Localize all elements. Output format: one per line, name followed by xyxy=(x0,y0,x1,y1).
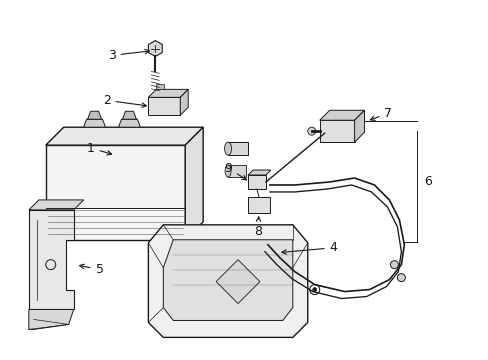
Polygon shape xyxy=(87,111,102,119)
Ellipse shape xyxy=(224,165,230,177)
Text: 4: 4 xyxy=(281,241,337,254)
Polygon shape xyxy=(29,310,74,329)
Polygon shape xyxy=(227,142,247,155)
Circle shape xyxy=(295,283,299,287)
Circle shape xyxy=(312,288,316,292)
Text: 3: 3 xyxy=(107,49,149,62)
Polygon shape xyxy=(247,197,269,213)
Circle shape xyxy=(397,274,405,282)
Polygon shape xyxy=(156,84,164,89)
Circle shape xyxy=(282,273,286,276)
Ellipse shape xyxy=(224,142,231,155)
Polygon shape xyxy=(122,111,136,119)
Polygon shape xyxy=(247,175,265,189)
Text: 7: 7 xyxy=(369,107,392,121)
Polygon shape xyxy=(185,127,203,240)
Polygon shape xyxy=(29,210,74,310)
Polygon shape xyxy=(118,119,140,127)
Polygon shape xyxy=(227,165,245,177)
Polygon shape xyxy=(83,119,105,127)
Text: 6: 6 xyxy=(424,175,431,189)
Polygon shape xyxy=(354,110,364,142)
Polygon shape xyxy=(247,170,270,175)
Text: 5: 5 xyxy=(80,263,103,276)
Circle shape xyxy=(307,127,315,135)
Polygon shape xyxy=(148,225,307,337)
Polygon shape xyxy=(319,110,364,120)
Polygon shape xyxy=(148,89,188,97)
Polygon shape xyxy=(148,41,162,57)
Text: 1: 1 xyxy=(86,141,111,155)
Polygon shape xyxy=(180,89,188,115)
Polygon shape xyxy=(46,145,185,240)
Polygon shape xyxy=(46,127,203,145)
Polygon shape xyxy=(163,240,292,320)
Polygon shape xyxy=(319,120,354,142)
Text: 2: 2 xyxy=(102,94,146,107)
Text: 9: 9 xyxy=(224,162,246,180)
Polygon shape xyxy=(216,260,260,303)
Circle shape xyxy=(389,261,398,269)
Polygon shape xyxy=(148,97,180,115)
Text: 8: 8 xyxy=(253,217,262,238)
Polygon shape xyxy=(29,200,83,210)
